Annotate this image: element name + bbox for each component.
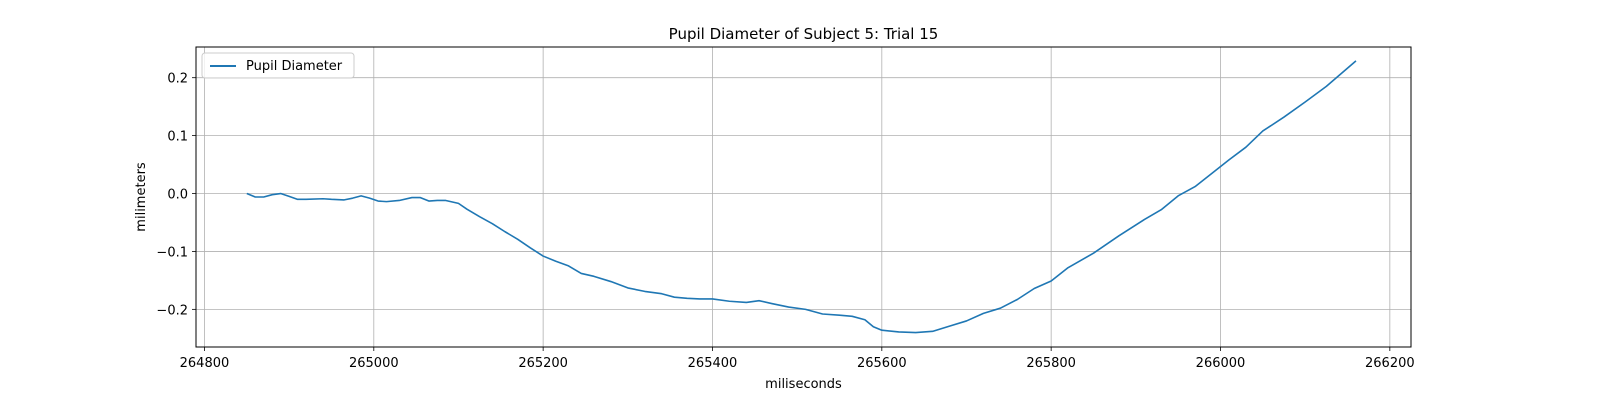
x-tick-label: 265600: [857, 356, 907, 371]
grid-layer: [196, 47, 1411, 347]
y-tick-label: 0.1: [167, 130, 188, 145]
plot-frame: [195, 46, 1412, 348]
x-tick-label: 266000: [1196, 356, 1246, 371]
x-axis-label: miliseconds: [765, 377, 842, 392]
series-layer: [246, 60, 1357, 334]
legend-box: [201, 52, 355, 79]
x-tick-label: 265800: [1026, 356, 1076, 371]
legend: Pupil Diameter: [201, 52, 355, 79]
y-tick-label: 0.2: [167, 72, 188, 87]
y-tick-label: −0.1: [156, 245, 188, 260]
x-tick-label: 266200: [1365, 356, 1415, 371]
ticks-layer: 264800 265000 265200 265400 265600 265800 2660…: [156, 72, 1414, 371]
x-tick-label: 265200: [518, 356, 568, 371]
y-axis-label: milimeters: [134, 162, 149, 232]
x-tick-label: 265400: [688, 356, 738, 371]
y-tick-label: −0.2: [156, 303, 188, 318]
chart-title: Pupil Diameter of Subject 5: Trial 15: [669, 25, 939, 43]
x-tick-label: 265000: [349, 356, 399, 371]
x-tick-label: 264800: [180, 356, 230, 371]
legend-label: Pupil Diameter: [246, 59, 343, 74]
y-tick-label: 0.0: [167, 188, 188, 203]
series-line-pupil-diameter: [246, 60, 1357, 334]
